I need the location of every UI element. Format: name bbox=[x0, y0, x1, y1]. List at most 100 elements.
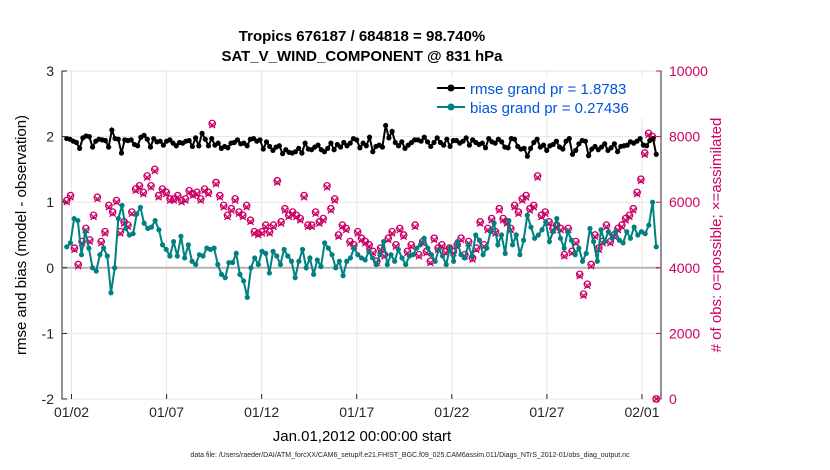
rmse-point bbox=[357, 145, 363, 151]
bias-point bbox=[78, 252, 85, 258]
bias-point bbox=[141, 220, 147, 226]
possible-obs-point bbox=[556, 224, 565, 233]
rmse-point bbox=[602, 141, 608, 147]
possible-obs-point bbox=[330, 195, 339, 203]
rmse-point bbox=[505, 145, 511, 151]
bias-point bbox=[605, 229, 611, 235]
rmse-point bbox=[128, 137, 134, 143]
rmse-point bbox=[466, 142, 473, 148]
possible-obs-point bbox=[166, 195, 174, 203]
rmse-point bbox=[576, 141, 582, 147]
rmse-point bbox=[186, 137, 192, 144]
legend-bias-label: bias grand pr = 0.27436 bbox=[470, 100, 629, 117]
bias-point bbox=[583, 250, 589, 256]
y-left-tick-label: -2 bbox=[42, 391, 55, 407]
rmse-point bbox=[402, 145, 408, 152]
bias-point bbox=[480, 252, 486, 258]
bias-point bbox=[108, 290, 114, 296]
assimilated-obs-point bbox=[174, 193, 182, 201]
y-right-tick-label: 8000 bbox=[669, 129, 700, 145]
rmse-point bbox=[106, 144, 112, 150]
possible-obs-point bbox=[238, 211, 247, 220]
possible-obs-point bbox=[395, 224, 404, 233]
data-file-footer: data file: /Users/raeder/DAI/ATM_forcXX/… bbox=[190, 452, 630, 459]
assimilated-obs-point bbox=[151, 167, 159, 175]
assimilated-obs-point bbox=[181, 197, 189, 205]
rmse-point bbox=[267, 143, 273, 150]
assimilated-obs-point bbox=[319, 216, 327, 224]
possible-obs-point bbox=[242, 201, 251, 210]
possible-obs-point bbox=[583, 280, 592, 289]
assimilated-obs-point bbox=[93, 195, 101, 203]
assimilated-obs-point bbox=[511, 203, 519, 211]
possible-obs-point bbox=[204, 188, 213, 197]
rmse-point bbox=[521, 145, 527, 152]
rmse-point bbox=[209, 135, 215, 142]
bias-point bbox=[189, 258, 195, 264]
bias-point bbox=[602, 238, 608, 245]
assimilated-obs-point bbox=[204, 190, 212, 198]
possible-obs-point bbox=[579, 290, 588, 298]
rmse-point bbox=[544, 147, 550, 153]
bias-point bbox=[388, 252, 394, 258]
bias-point bbox=[252, 255, 258, 261]
assimilated-obs-point bbox=[97, 239, 105, 247]
rmse-point bbox=[386, 135, 392, 141]
bias-point bbox=[627, 235, 634, 241]
bias-point bbox=[156, 227, 162, 233]
bias-point bbox=[100, 245, 107, 251]
rmse-point bbox=[608, 145, 614, 151]
bias-point bbox=[274, 253, 280, 259]
y-right-tick-label: 4000 bbox=[669, 260, 700, 276]
bias-point bbox=[598, 227, 604, 233]
possible-obs-point bbox=[112, 196, 121, 205]
assimilated-obs-point bbox=[603, 223, 610, 231]
x-tick-label: 01/07 bbox=[149, 404, 184, 420]
assimilated-obs-point bbox=[400, 233, 408, 241]
assimilated-obs-point bbox=[606, 239, 614, 247]
bias-point bbox=[218, 271, 225, 277]
assimilated-obs-point bbox=[113, 198, 120, 206]
bias-point bbox=[296, 258, 302, 264]
rmse-point bbox=[157, 138, 163, 144]
assimilated-obs-point bbox=[587, 262, 595, 270]
assimilated-obs-point bbox=[633, 190, 641, 198]
bias-point bbox=[462, 255, 468, 261]
rmse-point bbox=[292, 149, 299, 155]
bias-point bbox=[244, 294, 250, 300]
bias-point bbox=[119, 202, 125, 209]
possible-obs-point bbox=[430, 234, 439, 243]
bias-point bbox=[148, 224, 155, 230]
possible-obs-point bbox=[533, 172, 542, 180]
legend: rmse grand pr = 1.8783 bias grand pr = 0… bbox=[431, 78, 651, 118]
bias-point bbox=[539, 227, 545, 233]
y-right-tick-label: 0 bbox=[669, 391, 677, 407]
possible-obs-point bbox=[108, 208, 117, 216]
assimilated-obs-point bbox=[308, 223, 316, 231]
bias-point bbox=[454, 238, 460, 245]
assimilated-obs-point bbox=[90, 213, 98, 221]
possible-obs-point bbox=[311, 208, 320, 216]
rmse-point bbox=[399, 139, 405, 145]
bias-point bbox=[163, 246, 169, 253]
bias-point bbox=[613, 229, 619, 235]
legend-rmse-marker bbox=[447, 84, 455, 92]
possible-obs-point bbox=[319, 214, 328, 223]
assimilated-obs-point bbox=[522, 193, 530, 201]
rmse-point bbox=[276, 143, 282, 149]
bias-point bbox=[653, 244, 659, 250]
possible-obs-point bbox=[514, 208, 523, 216]
bias-point bbox=[443, 261, 449, 268]
bias-point bbox=[285, 253, 291, 259]
rmse-point bbox=[614, 149, 621, 155]
bias-point bbox=[104, 253, 110, 259]
bias-point bbox=[152, 217, 158, 224]
possible-obs-point bbox=[602, 221, 611, 230]
assimilated-obs-point bbox=[415, 252, 423, 260]
bias-point bbox=[362, 257, 368, 263]
assimilated-obs-point bbox=[258, 229, 266, 237]
possible-obs-point bbox=[637, 175, 645, 184]
y-axis-left-label: rmse and bias (model - observation) bbox=[13, 115, 30, 355]
possible-obs-point bbox=[411, 221, 419, 230]
